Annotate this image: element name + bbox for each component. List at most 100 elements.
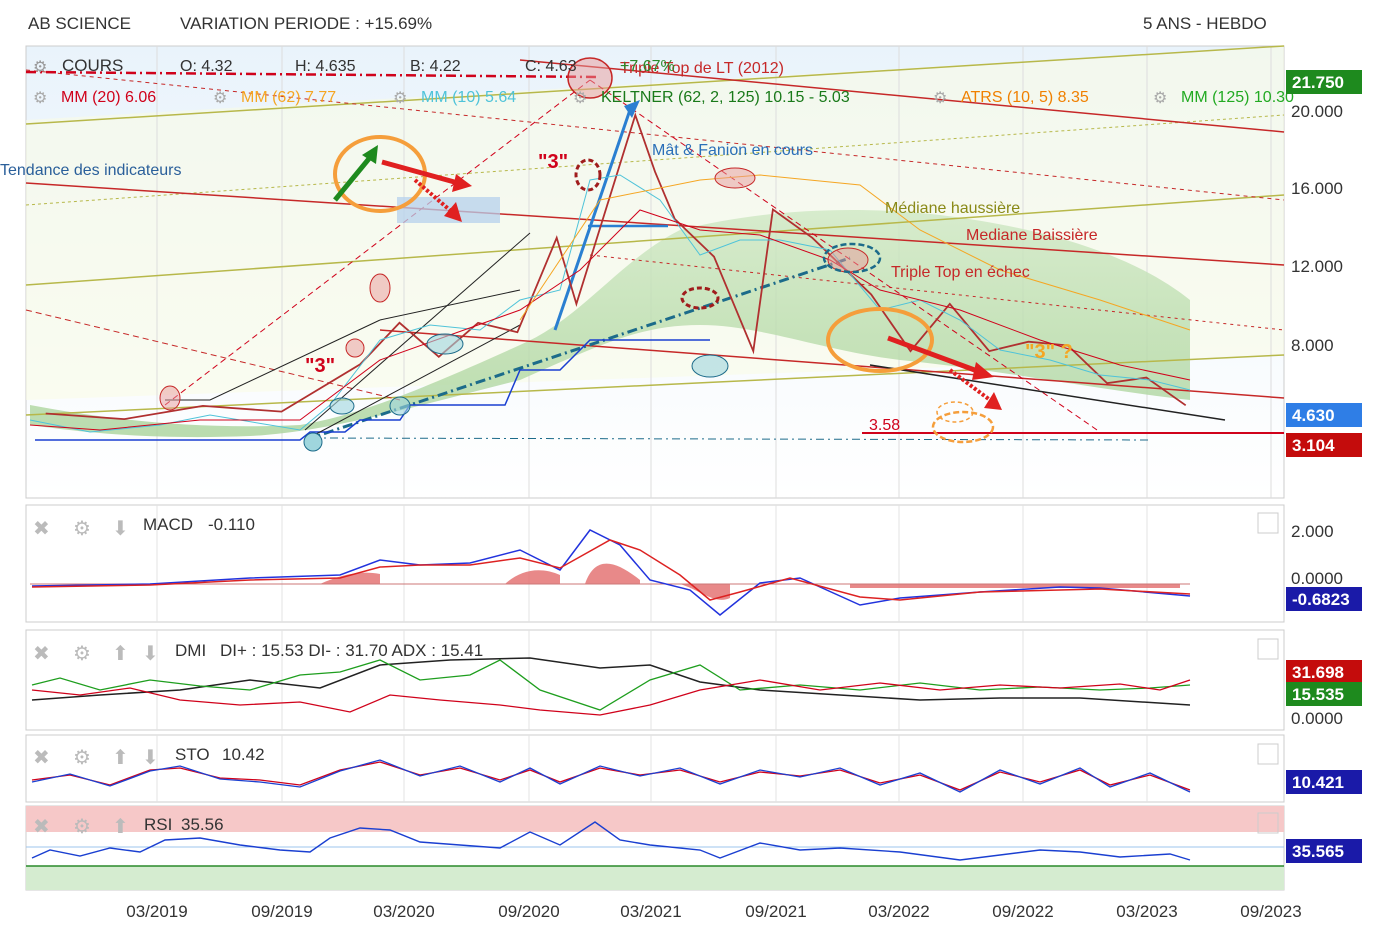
dmi-label: DMI [175, 641, 206, 660]
trendline-dotted-olive [25, 114, 1285, 206]
triple-top-line [25, 70, 601, 79]
annotation-three-c: "3" ? [1025, 341, 1073, 363]
open-value: O: 4.32 [180, 58, 233, 75]
panel-checkbox[interactable] [1257, 743, 1279, 765]
red-arrow-1 [381, 159, 459, 186]
close-icon[interactable]: ✖ [33, 643, 50, 665]
trend-dashed-up [164, 79, 591, 406]
x-tick-label: 09/2022 [992, 902, 1053, 921]
period-label: 5 ANS - HEBDO [1143, 14, 1267, 33]
top-marker-2019 [159, 385, 181, 411]
gear-icon[interactable]: ⚙ [933, 90, 947, 107]
annotation-triple-top-echec: Triple Top en échec [891, 264, 1030, 281]
rsi-oversold-zone [26, 866, 1284, 890]
y-tick: 12.000 [1291, 257, 1343, 276]
indicator-legend-item[interactable]: ⚙ ATRS (10, 5) 8.35 [933, 89, 1089, 107]
triple-top-failure-circle [826, 307, 934, 373]
trendline-support-red [25, 309, 401, 401]
close-icon[interactable]: ✖ [33, 747, 50, 769]
gear-icon[interactable]: ⚙ [213, 90, 227, 107]
mm62-line [519, 174, 1191, 331]
badge-price-bg [1286, 403, 1362, 427]
trendline-dotted-red [589, 254, 1285, 331]
indicator-legend: ⚙ MM (20) 6.06 ⚙ MM (62) 7.77 ⚙ MM (10) 5.64 ⚙… [33, 89, 1294, 107]
macd-line [31, 529, 1191, 616]
gear-icon[interactable]: ⚙ [573, 90, 587, 107]
wedge-mid [379, 289, 521, 321]
sto-badge-bg [1286, 770, 1362, 794]
close-icon[interactable]: ✖ [33, 518, 50, 540]
gear-icon[interactable]: ⚙ [73, 816, 91, 838]
green-arrow-head [362, 145, 378, 164]
red-arrow-1-head [452, 174, 472, 192]
x-tick-label: 03/2022 [868, 902, 929, 921]
mast-arrow-head [624, 100, 640, 118]
keltner-band [30, 210, 1190, 438]
y-tick: 8.000 [1291, 336, 1334, 355]
x-tick-label: 09/2019 [251, 902, 312, 921]
panel-checkbox[interactable] [1257, 812, 1279, 834]
panel-checkbox[interactable] [1257, 512, 1279, 534]
annotation-mediane-baissiere: Mediane Baissière [966, 227, 1098, 244]
annotation-three-a: "3" [305, 355, 335, 377]
red-arrow-4 [948, 368, 992, 402]
low-marker-1 [303, 432, 323, 452]
gear-icon[interactable]: ⚙ [33, 59, 47, 76]
panel-checkbox[interactable] [1257, 638, 1279, 660]
dmi-badge-red: 31.698 [1292, 663, 1344, 682]
mast-arrow [553, 103, 634, 331]
x-tick-label: 03/2021 [620, 902, 681, 921]
dmi-frame [25, 629, 1285, 731]
rsi-badge-bg [1286, 839, 1362, 863]
indicator-legend-label: MM (10) 5.64 [421, 89, 516, 106]
gear-icon[interactable]: ⚙ [73, 747, 91, 769]
dmi-panel: ✖ ⚙ ⬆ ⬇ DMI DI+ : 15.53 DI- : 31.70 ADX … [25, 629, 1362, 731]
arrow-up-icon[interactable]: ⬆ [112, 747, 129, 769]
indicator-legend-item[interactable]: ⚙ KELTNER (62, 2, 125) 10.15 - 5.03 [573, 89, 850, 107]
target-ellipse [931, 410, 995, 444]
macd-badge-bg [1286, 587, 1362, 611]
high-value: H: 4.635 [295, 58, 356, 75]
annotation-mediane-haussiere: Médiane haussière [885, 200, 1020, 217]
trendline-median-red [25, 182, 1285, 266]
rsi-label: RSI [144, 815, 172, 834]
arrow-up-icon[interactable]: ⬆ [112, 643, 129, 665]
low-marker-4 [426, 333, 464, 355]
app-title: AB SCIENCE [28, 14, 131, 33]
x-tick-label: 03/2020 [373, 902, 434, 921]
top-marker-2020 [369, 273, 391, 303]
macd-tick: 2.000 [1291, 522, 1334, 541]
y-tick: 20.000 [1291, 102, 1343, 121]
cours-label: COURS [62, 56, 123, 75]
indicator-legend-label: ATRS (10, 5) 8.35 [961, 89, 1089, 106]
indicator-legend-item[interactable]: ⚙ MM (10) 5.64 [393, 89, 516, 107]
gear-icon[interactable]: ⚙ [1153, 90, 1167, 107]
trendline-lower-olive [25, 354, 1285, 416]
price-series [45, 112, 1187, 421]
gear-icon[interactable]: ⚙ [73, 643, 91, 665]
gear-icon[interactable]: ⚙ [33, 90, 47, 107]
macd-badge: -0.6823 [1292, 590, 1350, 609]
indicator-legend-item[interactable]: ⚙ MM (20) 6.06 [33, 89, 156, 107]
dmi-value: DI+ : 15.53 DI- : 31.70 ADX : 15.41 [220, 641, 483, 660]
arrow-down-icon[interactable]: ⬇ [142, 747, 159, 769]
indicator-legend-item[interactable]: ⚙ MM (125) 10.30 [1153, 89, 1294, 107]
arrow-up-icon[interactable]: ⬆ [112, 816, 129, 838]
change-value: +7.67% [620, 58, 675, 75]
trendline-upper-olive [25, 45, 1285, 125]
three-marker [574, 158, 602, 192]
arrow-down-icon[interactable]: ⬇ [112, 518, 129, 540]
indicator-legend-label: MM (62) 7.77 [241, 89, 336, 106]
close-icon[interactable]: ✖ [33, 816, 50, 838]
sto-label: STO [175, 745, 210, 764]
annotation-level-358: 3.58 [869, 417, 900, 434]
gear-icon[interactable]: ⚙ [393, 90, 407, 107]
red-arrow-3-head [972, 362, 994, 380]
arrow-down-icon[interactable]: ⬇ [142, 643, 159, 665]
top-marker-small [345, 338, 365, 358]
rsi-line [31, 821, 1191, 861]
gear-icon[interactable]: ⚙ [73, 518, 91, 540]
sto-badge: 10.421 [1292, 773, 1344, 792]
indicator-legend-item[interactable]: ⚙ MM (62) 7.77 [213, 89, 336, 107]
